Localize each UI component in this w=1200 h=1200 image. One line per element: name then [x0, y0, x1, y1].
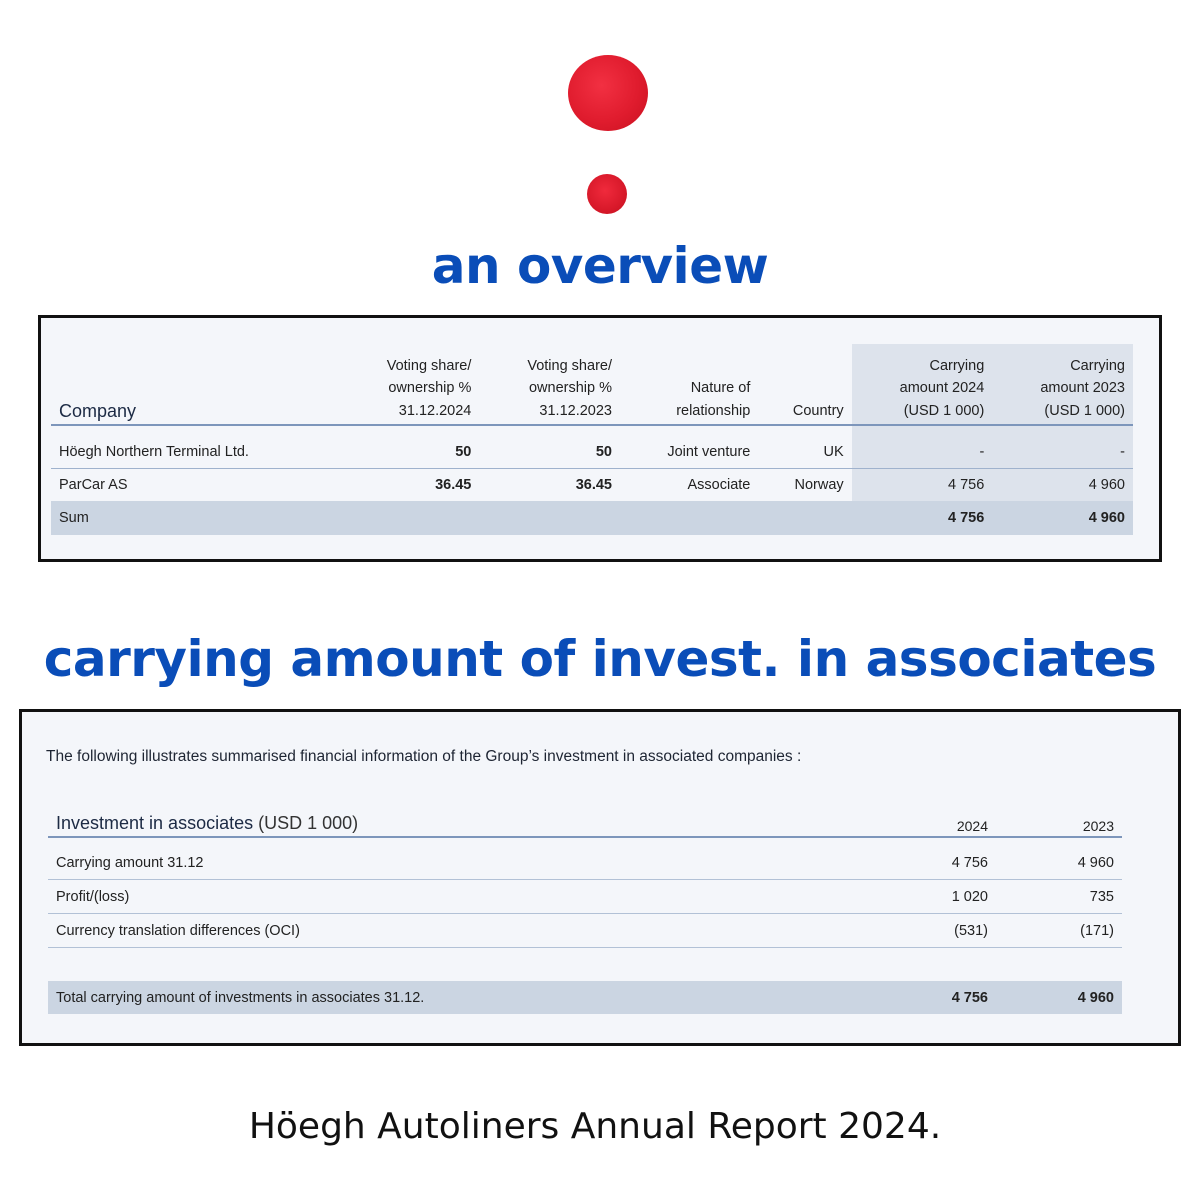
col-company: Company [51, 344, 339, 426]
col-year-2023: 2023 [996, 804, 1122, 838]
table-row: Currency translation differences (OCI) (… [48, 913, 1122, 948]
col-carrying-2023: Carrying amount 2023 (USD 1 000) [992, 344, 1133, 426]
table-row: Höegh Northern Terminal Ltd. 50 50 Joint… [51, 436, 1133, 469]
footer-caption: Höegh Autoliners Annual Report 2024. [248, 1106, 942, 1147]
table-row: ParCar AS 36.45 36.45 Associate Norway 4… [51, 468, 1133, 501]
table-row: Profit/(loss) 1 020 735 [48, 879, 1122, 914]
intro-text: The following illustrates summarised fin… [46, 748, 802, 765]
heading-overview: an overview [431, 237, 769, 295]
table-row: Carrying amount 31.12 4 756 4 960 [48, 837, 1122, 880]
total-row: Total carrying amount of investments in … [48, 981, 1122, 1014]
overview-table-panel: Company Voting share/ ownership % 31.12.… [38, 315, 1162, 562]
heading-carrying-amount: carrying amount of invest. in associates [43, 630, 1157, 688]
sum-row: Sum 4 756 4 960 [51, 501, 1133, 535]
col-year-2024: 2024 [870, 804, 996, 838]
col-voting-2024: Voting share/ ownership % 31.12.2024 [338, 344, 480, 426]
red-dot-large-decoration [568, 55, 648, 131]
associates-table: Investment in associates (USD 1 000) 202… [48, 804, 1122, 1014]
associates-table-panel: The following illustrates summarised fin… [19, 709, 1181, 1046]
col-carrying-2024: Carrying amount 2024 (USD 1 000) [851, 344, 993, 426]
overview-table: Company Voting share/ ownership % 31.12.… [51, 344, 1133, 535]
col-nature: Nature of relationship [620, 344, 759, 426]
col-country: Country [758, 344, 852, 426]
red-dot-small-decoration [587, 174, 627, 214]
associates-table-title: Investment in associates (USD 1 000) [48, 804, 870, 838]
col-voting-2023: Voting share/ ownership % 31.12.2023 [479, 344, 620, 426]
